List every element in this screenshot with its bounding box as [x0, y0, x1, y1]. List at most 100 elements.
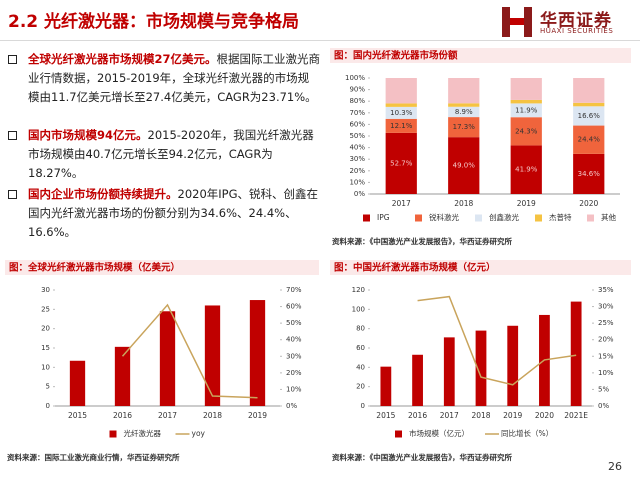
logo-text: 华西证券	[540, 11, 612, 31]
data-label: 49.0%	[453, 162, 476, 170]
data-label: 11.9%	[515, 106, 538, 114]
x-tick-label: 2020	[579, 199, 598, 208]
y-tick-label: 40%	[286, 336, 302, 344]
chart: 图：全球光纤激光器市场规模（亿美元） 资料来源：国际工业激光商业行情，华西证券研究…	[5, 260, 319, 462]
y-tick-label: 100	[352, 305, 365, 313]
bar-segment	[448, 78, 480, 104]
x-tick-label: 2021E	[564, 411, 588, 420]
legend-label: 锐科激光	[429, 212, 459, 222]
bullet: 国内企业市场份额持续提升。2020年IPG、锐科、创鑫在国内光纤激光器市场的份额…	[8, 185, 320, 242]
y-tick-label: 10%	[349, 178, 365, 186]
bar-segment	[385, 103, 417, 107]
bullet-text: 根据国际工业激光商业行情数据，2015-2019年，全球光纤激光器的市场规模由1…	[28, 52, 321, 104]
legend-label: 杰普特	[549, 212, 572, 222]
bullet: 全球光纤激光器市场规模27亿美元。根据国际工业激光商业行情数据，2015-201…	[8, 50, 321, 107]
x-tick-label: 2016	[408, 411, 427, 420]
data-label: 8.9%	[455, 108, 473, 116]
y-tick-label: 70%	[349, 109, 365, 117]
bar	[412, 354, 423, 406]
y-tick-label: 5%	[598, 385, 609, 393]
x-tick-label: 2017	[158, 411, 177, 420]
y-tick-label: 70%	[286, 286, 302, 294]
bar-segment	[385, 78, 417, 104]
chart-source: 资料来源：《中国激光产业发展报告》，华西证券研究所	[332, 452, 512, 462]
y-tick-label: 10%	[286, 385, 302, 393]
data-label: 24.4%	[578, 136, 601, 144]
bar-segment	[510, 117, 542, 146]
legend-swatch	[475, 214, 482, 222]
y-tick-label: 20	[41, 325, 50, 333]
bar	[204, 305, 221, 406]
y-tick-label: 20%	[286, 369, 302, 377]
y-tick-label: 90%	[349, 86, 365, 94]
y-tick-label: 0	[46, 402, 50, 410]
legend-label: yoy	[192, 429, 206, 438]
x-tick-label: 2020	[535, 411, 554, 420]
y-tick-label: 0	[361, 402, 365, 410]
y-tick-label: 0%	[598, 402, 609, 410]
bar-segment	[448, 103, 480, 107]
y-tick-label: 60%	[286, 303, 302, 311]
bar-segment	[448, 137, 480, 194]
legend-swatch	[395, 430, 402, 438]
data-label: 34.6%	[578, 170, 601, 178]
legend-swatch	[415, 214, 422, 222]
x-tick-label: 2018	[203, 411, 222, 420]
bar-segment	[573, 106, 605, 126]
chart: 图：中国光纤激光器市场规模（亿元） 资料来源：《中国激光产业发展报告》，华西证券研…	[330, 260, 631, 462]
y-tick-label: 80%	[349, 97, 365, 105]
legend-label: 其他	[601, 212, 616, 222]
y-tick-label: 20	[356, 383, 365, 391]
page-number: 26	[608, 460, 622, 473]
logo-subtext: HUAXI SECURITIES	[540, 27, 614, 35]
legend-label: IPG	[377, 213, 390, 222]
y-tick-label: 30%	[598, 303, 614, 311]
x-tick-label: 2016	[113, 411, 132, 420]
y-tick-label: 5	[46, 383, 50, 391]
chart-title: 图：中国光纤激光器市场规模（亿元）	[334, 262, 496, 274]
line-series	[121, 303, 258, 399]
slide-title: 2.2 光纤激光器：市场规模与竞争格局	[8, 12, 300, 32]
bar-segment	[573, 102, 605, 107]
chart-title: 图：全球光纤激光器市场规模（亿美元）	[9, 262, 180, 274]
bar	[475, 330, 487, 406]
bar-segment	[573, 125, 605, 154]
bullet-bold: 国内市场规模94亿元。	[28, 128, 148, 142]
data-label: 10.3%	[390, 109, 413, 117]
data-label: 41.9%	[515, 166, 538, 174]
bar-segment	[510, 103, 542, 118]
data-label: 16.6%	[578, 112, 601, 120]
legend-swatch	[109, 430, 117, 438]
bar-segment	[448, 117, 480, 138]
chart-source: 资料来源：国际工业激光商业行情，华西证券研究所	[7, 452, 180, 462]
data-label: 24.3%	[515, 127, 538, 135]
header-rule	[0, 40, 640, 41]
y-tick-label: 15	[41, 344, 50, 352]
y-tick-label: 0%	[286, 402, 297, 410]
logo-icon	[502, 7, 532, 37]
legend-swatch	[535, 214, 542, 222]
y-tick-label: 10	[41, 363, 50, 371]
x-tick-label: 2018	[471, 411, 490, 420]
bar	[249, 300, 266, 406]
bullet-bold: 国内企业市场份额持续提升。	[28, 187, 178, 201]
y-tick-label: 0%	[354, 190, 365, 198]
bar-segment	[385, 118, 417, 133]
bar-segment	[385, 132, 417, 194]
bullet-text: 2020年IPG、锐科、创鑫在国内光纤激光器市场的份额分别为34.6%、24.4…	[28, 187, 319, 239]
bar-segment	[385, 106, 417, 119]
y-tick-label: 120	[352, 286, 365, 294]
x-tick-label: 2019	[517, 199, 536, 208]
legend-swatch	[587, 214, 594, 222]
legend-label: 创鑫激光	[489, 212, 519, 222]
y-tick-label: 20%	[598, 336, 614, 344]
legend-label: 同比增长（%）	[501, 428, 553, 438]
y-tick-label: 30%	[349, 155, 365, 163]
chart-title: 图：国内光纤激光器市场份额	[334, 50, 458, 62]
bar	[443, 337, 455, 406]
bar-segment	[510, 99, 542, 104]
y-tick-label: 30%	[286, 352, 302, 360]
bar-segment	[510, 145, 542, 194]
